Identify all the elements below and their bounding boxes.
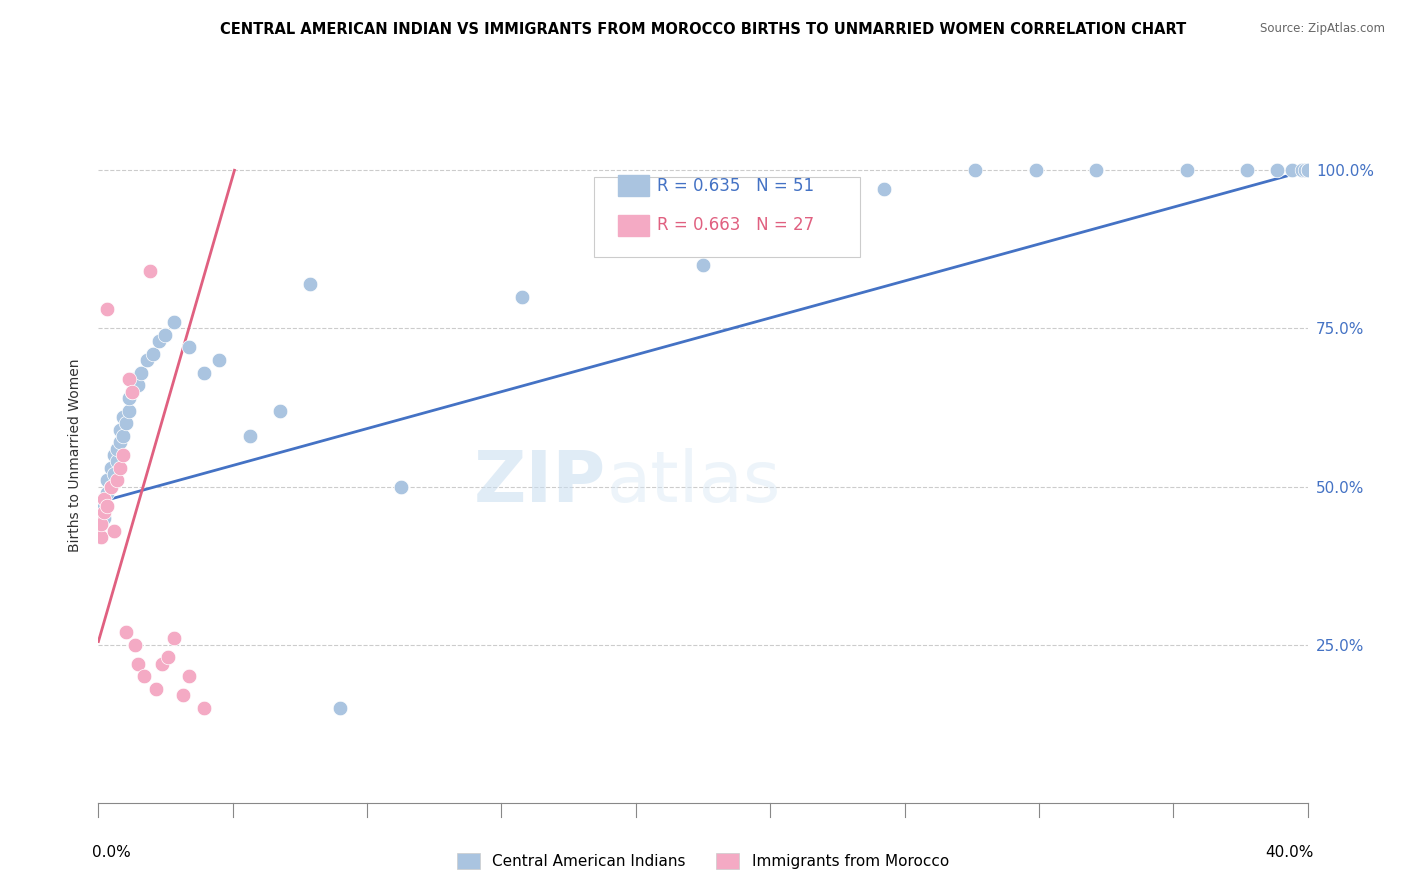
Point	[103, 524, 125, 538]
Point	[193, 366, 215, 380]
Point	[150, 657, 173, 671]
Point	[1294, 163, 1316, 178]
Point	[90, 530, 112, 544]
Bar	[619, 175, 648, 196]
Point	[1296, 163, 1319, 178]
Point	[105, 442, 128, 456]
Bar	[619, 215, 648, 235]
Point	[96, 302, 118, 317]
Point	[1281, 163, 1303, 178]
Point	[873, 182, 896, 196]
Point	[100, 479, 122, 493]
Point	[269, 403, 291, 417]
Point	[172, 688, 194, 702]
FancyBboxPatch shape	[595, 177, 860, 257]
Text: R = 0.635   N = 51: R = 0.635 N = 51	[657, 177, 814, 194]
Point	[132, 669, 155, 683]
Point	[111, 429, 134, 443]
Point	[105, 473, 128, 487]
Point	[90, 517, 112, 532]
Point	[87, 511, 110, 525]
Point	[389, 479, 412, 493]
Point	[96, 473, 118, 487]
Point	[103, 448, 125, 462]
Point	[1175, 163, 1198, 178]
Point	[114, 417, 136, 431]
Point	[118, 403, 141, 417]
Point	[1296, 163, 1319, 178]
Point	[148, 334, 170, 348]
Point	[239, 429, 262, 443]
Point	[1291, 163, 1313, 178]
Text: R = 0.663   N = 27: R = 0.663 N = 27	[657, 217, 814, 235]
Point	[121, 384, 143, 399]
Point	[124, 372, 146, 386]
Point	[93, 492, 115, 507]
Point	[965, 163, 987, 178]
Point	[87, 505, 110, 519]
Point	[135, 353, 157, 368]
Point	[1236, 163, 1258, 178]
Text: atlas: atlas	[606, 449, 780, 517]
Point	[93, 492, 115, 507]
Legend: Central American Indians, Immigrants from Morocco: Central American Indians, Immigrants fro…	[451, 847, 955, 875]
Text: CENTRAL AMERICAN INDIAN VS IMMIGRANTS FROM MOROCCO BIRTHS TO UNMARRIED WOMEN COR: CENTRAL AMERICAN INDIAN VS IMMIGRANTS FR…	[219, 22, 1187, 37]
Y-axis label: Births to Unmarried Women: Births to Unmarried Women	[69, 359, 83, 551]
Point	[179, 669, 201, 683]
Point	[163, 632, 186, 646]
Text: ZIP: ZIP	[474, 449, 606, 517]
Point	[692, 258, 714, 272]
Point	[108, 423, 131, 437]
Point	[121, 384, 143, 399]
Point	[1085, 163, 1108, 178]
Point	[111, 409, 134, 424]
Point	[118, 372, 141, 386]
Point	[114, 625, 136, 640]
Point	[208, 353, 231, 368]
Point	[510, 290, 533, 304]
Point	[124, 638, 146, 652]
Point	[127, 657, 149, 671]
Point	[129, 366, 152, 380]
Point	[329, 701, 352, 715]
Point	[105, 454, 128, 468]
Point	[111, 448, 134, 462]
Point	[193, 701, 215, 715]
Point	[118, 391, 141, 405]
Point	[100, 460, 122, 475]
Point	[156, 650, 179, 665]
Point	[139, 264, 162, 278]
Text: 40.0%: 40.0%	[1265, 845, 1313, 860]
Point	[299, 277, 322, 292]
Point	[127, 378, 149, 392]
Point	[87, 524, 110, 538]
Point	[90, 499, 112, 513]
Point	[96, 499, 118, 513]
Point	[100, 479, 122, 493]
Point	[179, 340, 201, 354]
Point	[163, 315, 186, 329]
Point	[96, 486, 118, 500]
Point	[90, 517, 112, 532]
Point	[1267, 163, 1289, 178]
Point	[142, 347, 165, 361]
Point	[1024, 163, 1046, 178]
Point	[103, 467, 125, 481]
Point	[93, 511, 115, 525]
Point	[145, 681, 167, 696]
Text: 0.0%: 0.0%	[93, 845, 131, 860]
Point	[108, 460, 131, 475]
Text: Source: ZipAtlas.com: Source: ZipAtlas.com	[1260, 22, 1385, 36]
Point	[93, 505, 115, 519]
Point	[153, 327, 176, 342]
Point	[108, 435, 131, 450]
